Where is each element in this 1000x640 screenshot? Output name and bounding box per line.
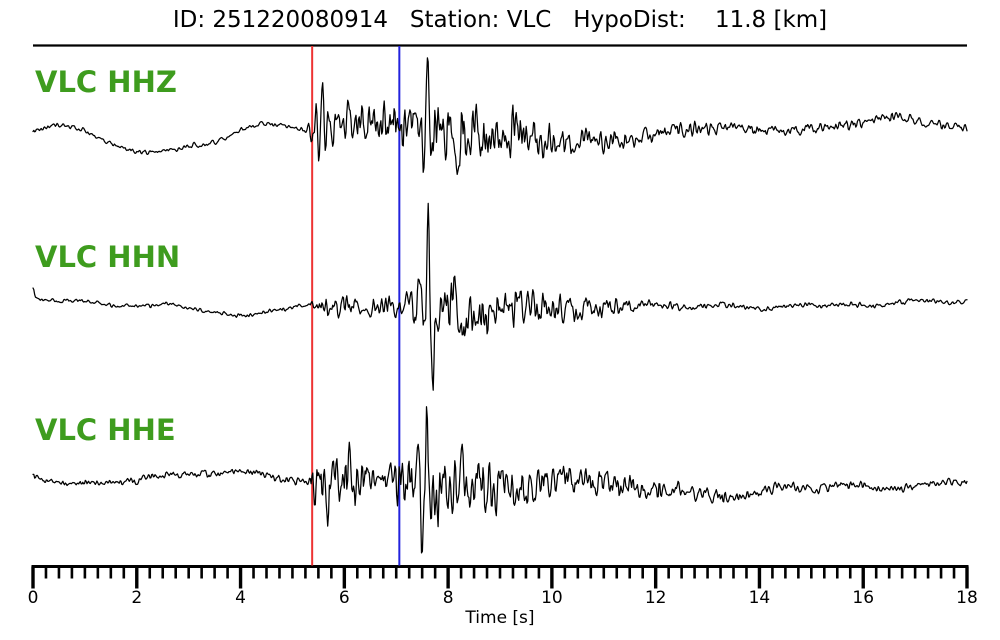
axis-tick-label: 18 bbox=[956, 588, 978, 608]
axis-tick-label: 4 bbox=[235, 588, 246, 608]
time-axis-label: Time [s] bbox=[465, 608, 535, 628]
waveform-vlc-hhn bbox=[32, 202, 968, 391]
axis-tick-label: 16 bbox=[852, 588, 874, 608]
waveform-vlc-hhe bbox=[32, 406, 968, 554]
channel-label-hhn: VLC HHN bbox=[35, 240, 181, 274]
axis-tick-label: 0 bbox=[28, 588, 39, 608]
channel-label-hhe: VLC HHE bbox=[35, 413, 176, 447]
axis-tick-label: 2 bbox=[131, 588, 142, 608]
waveform-vlc-hhz bbox=[32, 57, 968, 176]
axis-tick-label: 14 bbox=[749, 588, 771, 608]
channel-label-hhz: VLC HHZ bbox=[35, 65, 177, 99]
axis-tick-label: 6 bbox=[339, 588, 350, 608]
axis-tick-label: 10 bbox=[541, 588, 563, 608]
plot-title: ID: 251220080914 Station: VLC HypoDist: … bbox=[172, 7, 828, 33]
axis-tick-label: 12 bbox=[645, 588, 667, 608]
axis-tick-label: 8 bbox=[443, 588, 454, 608]
